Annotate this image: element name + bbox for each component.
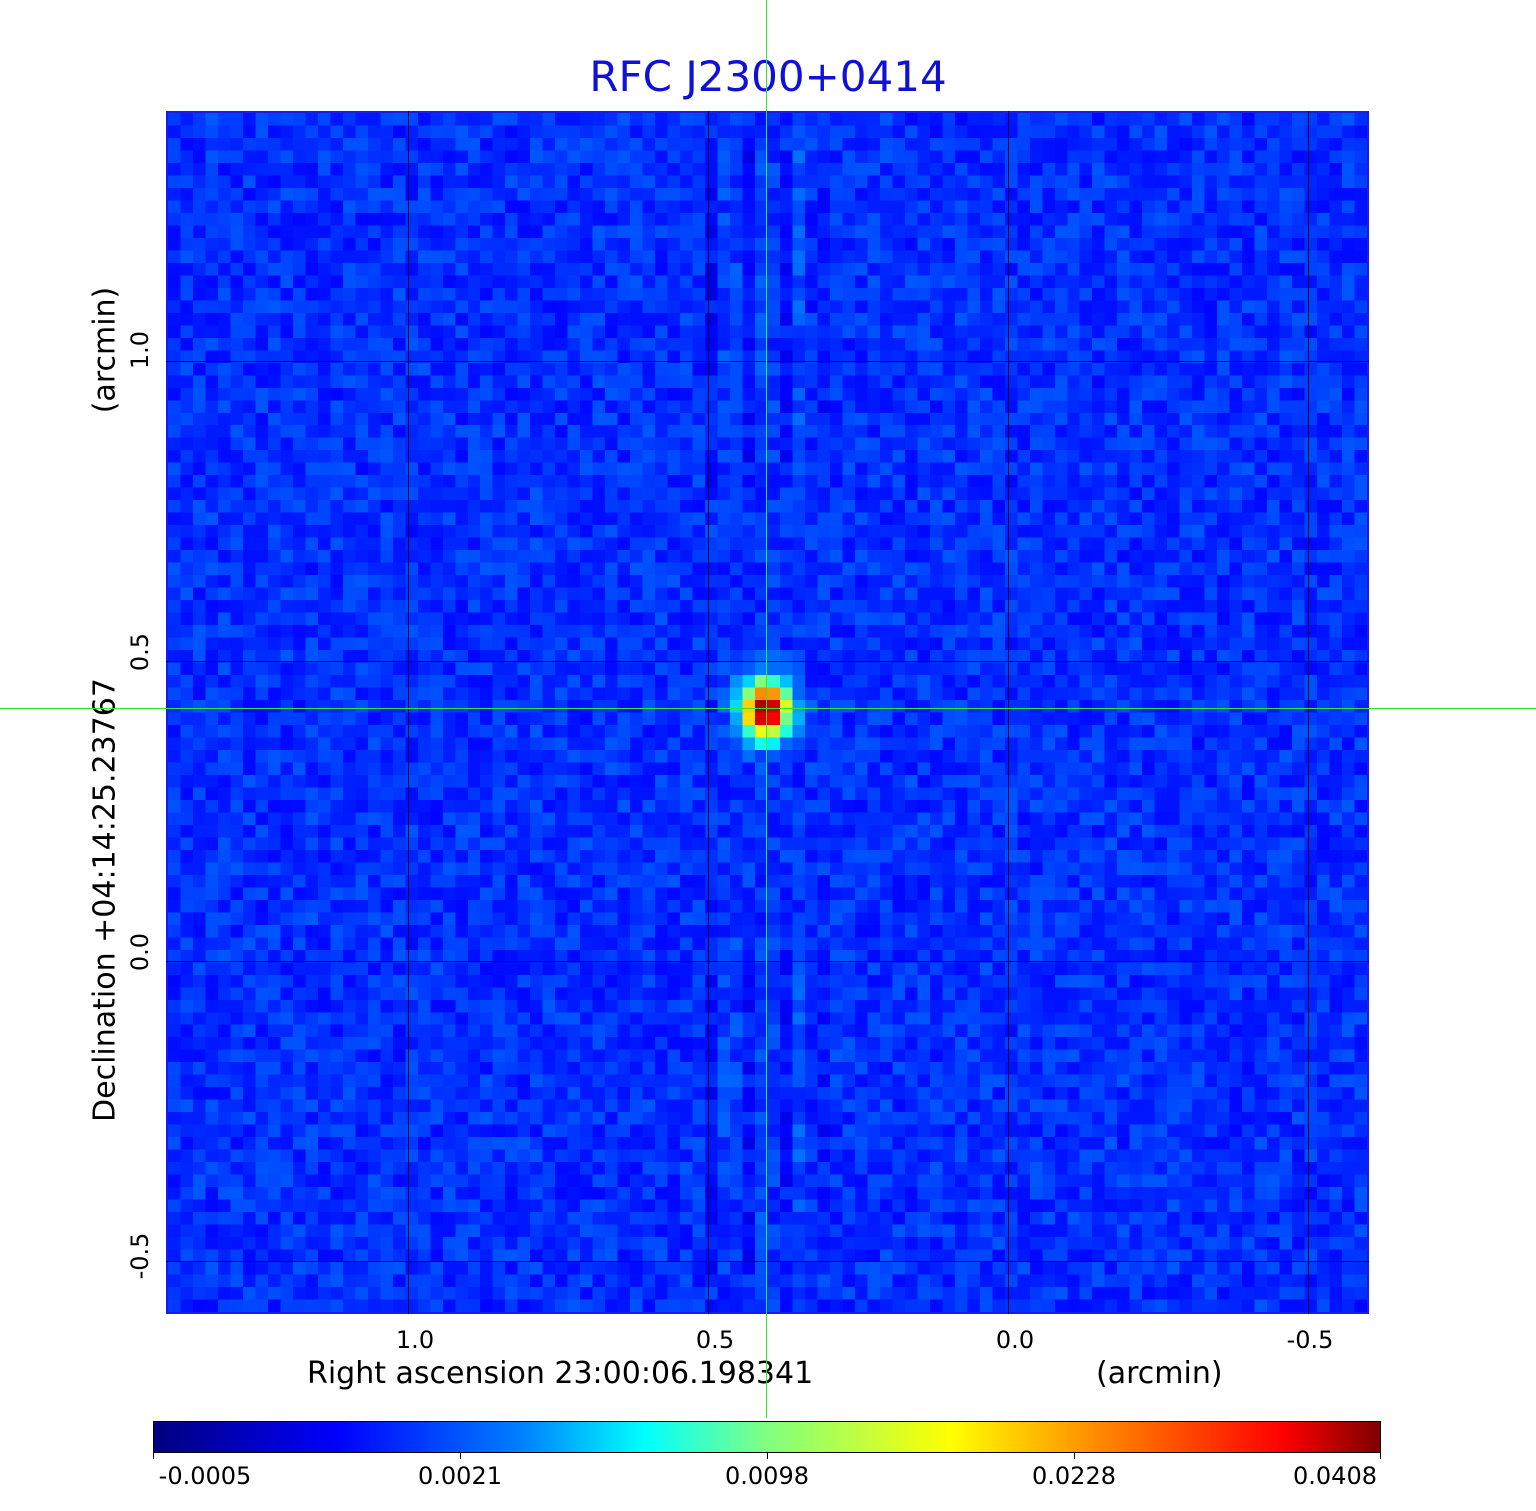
grid-line-vertical xyxy=(1308,111,1309,1314)
y-axis-unit: (arcmin) xyxy=(87,286,123,414)
y-tick-label: 0.0 xyxy=(126,932,154,972)
image-plot-area[interactable] xyxy=(166,111,1369,1314)
radio-image xyxy=(168,113,1367,1312)
y-tick-label: 1.0 xyxy=(126,330,154,370)
x-tick-label: 0.0 xyxy=(995,1326,1035,1354)
y-axis-label: Declination +04:14:25.23767 xyxy=(87,678,123,1122)
crosshair-horizontal xyxy=(0,708,1536,709)
colorbar-tick-label: 0.0021 xyxy=(418,1462,502,1490)
colorbar-tick-label: 0.0408 xyxy=(1293,1462,1377,1490)
grid-line-vertical xyxy=(708,111,709,1314)
grid-line-vertical xyxy=(408,111,409,1314)
colorbar-tick-label: 0.0228 xyxy=(1032,1462,1116,1490)
x-axis-unit: (arcmin) xyxy=(1096,1356,1223,1391)
y-tick-label: -0.5 xyxy=(126,1232,154,1280)
x-tick-label: -0.5 xyxy=(1286,1326,1334,1354)
colorbar-tick-mark xyxy=(1380,1453,1381,1459)
x-tick-label: 0.5 xyxy=(695,1326,735,1354)
colorbar-tick-label: -0.0005 xyxy=(158,1462,252,1490)
grid-line-vertical xyxy=(1008,111,1009,1314)
colorbar-tick-mark xyxy=(1074,1453,1075,1459)
y-tick-label: 0.5 xyxy=(126,632,154,672)
crosshair-vertical xyxy=(766,0,767,1418)
x-tick-label: 1.0 xyxy=(395,1326,435,1354)
colorbar-tick-mark xyxy=(153,1453,154,1459)
colorbar-tick-label: 0.0098 xyxy=(725,1462,809,1490)
colorbar-tick-mark xyxy=(767,1453,768,1459)
grid-line-horizontal xyxy=(166,661,1369,662)
grid-line-horizontal xyxy=(166,961,1369,962)
x-axis-label: Right ascension 23:00:06.198341 xyxy=(307,1356,814,1391)
colorbar xyxy=(153,1421,1381,1453)
plot-title: RFC J2300+0414 xyxy=(589,52,947,101)
grid-line-horizontal xyxy=(166,361,1369,362)
colorbar-tick-mark xyxy=(460,1453,461,1459)
grid-line-horizontal xyxy=(166,1261,1369,1262)
